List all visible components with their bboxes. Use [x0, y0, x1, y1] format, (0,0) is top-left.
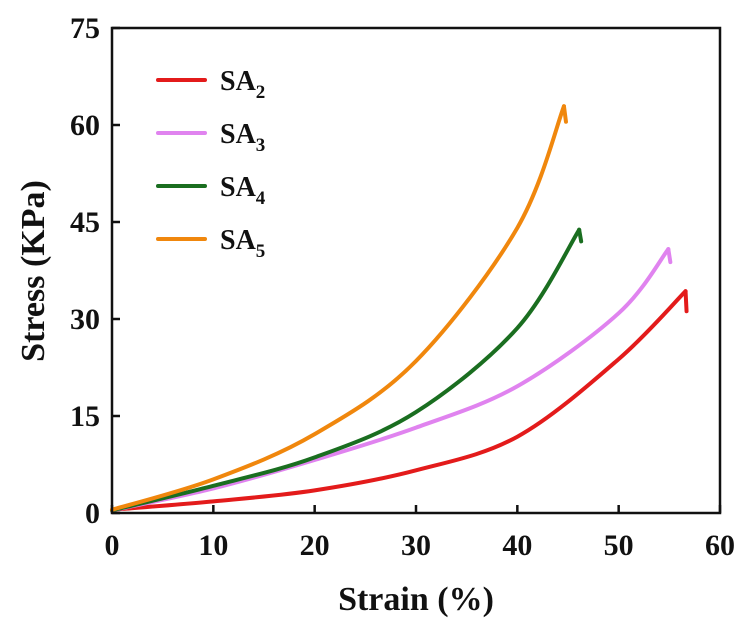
y-tick-label: 60 — [70, 109, 100, 142]
x-tick-label: 20 — [300, 529, 330, 562]
series-line-sa4 — [110, 227, 582, 513]
series-line-sa2 — [110, 289, 688, 512]
legend-label-sa5: SA5 — [220, 225, 265, 262]
tick-layer: 0 10 20 30 40 50 60 0 15 30 45 60 75 — [70, 12, 735, 562]
y-tick-label: 75 — [70, 12, 100, 45]
series-line-sa3 — [110, 247, 671, 513]
x-tick-label: 30 — [401, 529, 431, 562]
x-tick-label: 10 — [198, 529, 228, 562]
x-tick-label: 40 — [502, 529, 532, 562]
x-tick-label: 0 — [105, 529, 120, 562]
series-fracture-sa3 — [666, 247, 673, 265]
series-layer — [110, 104, 689, 513]
legend: SA2 SA3 SA4 SA5 — [156, 66, 266, 262]
series-line-sa5 — [110, 104, 566, 512]
legend-label-sa4: SA4 — [220, 172, 266, 209]
x-tick-label: 60 — [705, 529, 735, 562]
y-tick-label: 30 — [70, 303, 100, 336]
x-axis-title: Strain (%) — [338, 581, 494, 618]
series-fracture-sa5 — [561, 104, 568, 124]
series-fracture-sa2 — [683, 289, 689, 314]
series-fracture-sa4 — [577, 227, 584, 244]
legend-label-sa3: SA3 — [220, 119, 265, 156]
y-tick-label: 0 — [85, 497, 100, 530]
y-tick-label: 45 — [70, 206, 100, 239]
y-axis-title: Stress (KPa) — [15, 180, 52, 362]
y-tick-label: 15 — [70, 400, 100, 433]
legend-label-sa2: SA2 — [220, 66, 265, 103]
x-tick-label: 50 — [604, 529, 634, 562]
